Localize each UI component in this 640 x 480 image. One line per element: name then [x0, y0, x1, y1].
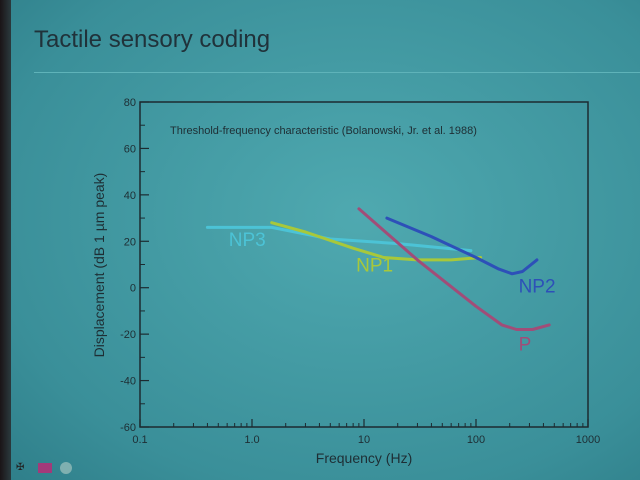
x-axis-label: Frequency (Hz)	[316, 450, 412, 466]
series-label-np2: NP2	[519, 276, 556, 297]
y-tick-label: -20	[120, 329, 136, 341]
title-divider	[34, 72, 640, 73]
screen-edge	[0, 0, 11, 480]
x-tick-label: 10	[358, 434, 370, 446]
x-tick-label: 0.1	[132, 434, 147, 446]
slide-footer: ✠	[16, 462, 72, 474]
series-label-np1: NP1	[356, 255, 393, 276]
x-tick-label: 100	[467, 434, 485, 446]
y-tick-label: -60	[120, 422, 136, 434]
y-tick-label: -40	[120, 376, 136, 388]
y-tick-label: 20	[124, 236, 136, 248]
slide-title: Tactile sensory coding	[34, 26, 271, 53]
y-tick-label: 40	[124, 190, 136, 202]
y-tick-label: 60	[124, 143, 136, 155]
y-axis-label: Displacement (dB 1 µm peak)	[91, 173, 107, 358]
x-tick-label: 1.0	[244, 434, 259, 446]
flag-icon	[38, 463, 52, 473]
seal-icon	[60, 462, 72, 474]
series-label-np3: NP3	[229, 230, 266, 251]
x-tick-label: 1000	[576, 434, 600, 446]
logo-icon: ✠	[16, 462, 25, 473]
series-line-np1	[270, 221, 483, 262]
series-line-p	[357, 207, 551, 331]
series-line-np2	[385, 216, 539, 276]
series-label-p: P	[519, 334, 532, 355]
y-tick-label: 0	[130, 283, 136, 295]
y-tick-label: 80	[124, 97, 136, 109]
chart-title: Threshold-frequency characteristic (Bola…	[170, 125, 477, 137]
